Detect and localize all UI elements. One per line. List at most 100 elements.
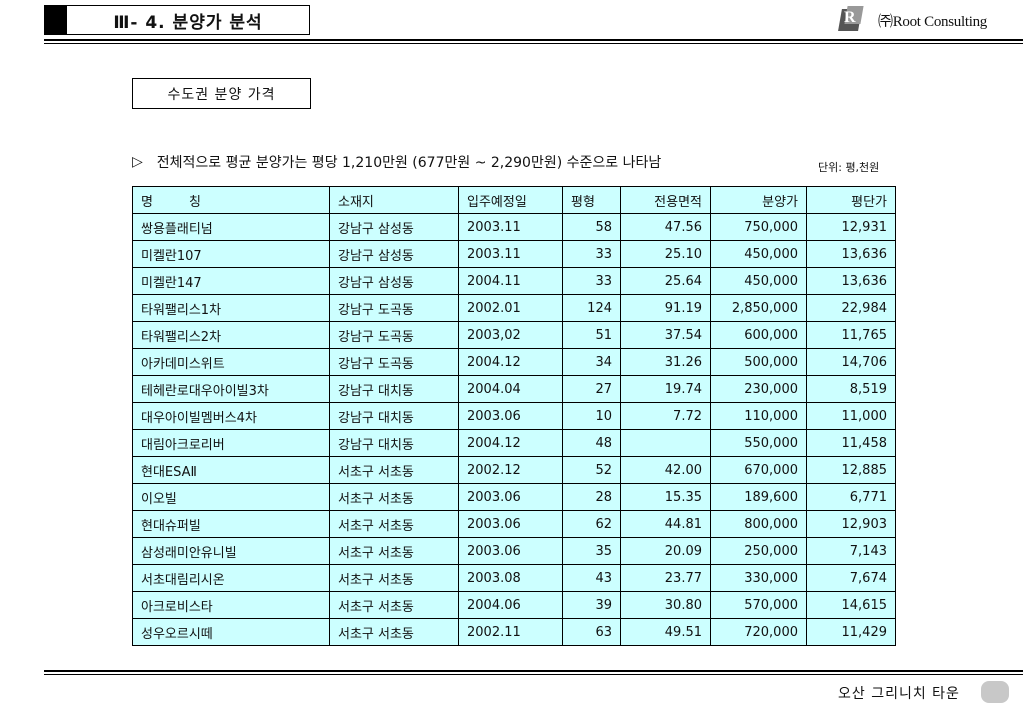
- cell-pyeong: 48: [562, 429, 621, 457]
- cell-date: 2004.06: [458, 591, 563, 619]
- cell-name: 쌍용플래티넘: [132, 213, 330, 241]
- cell-date: 2002.01: [458, 294, 563, 322]
- cell-price: 250,000: [710, 537, 807, 565]
- cell-price: 330,000: [710, 564, 807, 592]
- cell-price: 570,000: [710, 591, 807, 619]
- cell-pyeong: 52: [562, 456, 621, 484]
- cell-location: 강남구 대치동: [329, 429, 459, 457]
- page-title: Ⅲ- 4. 분양가 분석: [113, 12, 263, 33]
- cell-date: 2004.11: [458, 267, 563, 295]
- table-row: 미켈란107 강남구 삼성동 2003.11 33 25.10 450,000 13,636: [132, 240, 896, 268]
- table-row: 서초대림리시온 서초구 서초동 2003.08 43 23.77 330,000 7,674: [132, 564, 896, 592]
- cell-name: 대림아크로리버: [132, 429, 330, 457]
- cell-price: 670,000: [710, 456, 807, 484]
- footer-page-marker: [981, 681, 1009, 703]
- cell-pyeong: 28: [562, 483, 621, 511]
- cell-location: 강남구 도곡동: [329, 321, 459, 349]
- cell-pyeong: 35: [562, 537, 621, 565]
- col-header-pyeong: 평형: [562, 186, 621, 214]
- cell-location: 서초구 서초동: [329, 564, 459, 592]
- top-rule-thin: [44, 43, 1023, 44]
- cell-pyeong: 10: [562, 402, 621, 430]
- table-row: 아크로비스타 서초구 서초동 2004.06 39 30.80 570,000 14,615: [132, 591, 896, 619]
- cell-pyeong: 43: [562, 564, 621, 592]
- cell-name: 테헤란로대우아이빌3차: [132, 375, 330, 403]
- cell-date: 2003.08: [458, 564, 563, 592]
- cell-price: 600,000: [710, 321, 807, 349]
- cell-location: 강남구 도곡동: [329, 348, 459, 376]
- cell-area: 44.81: [620, 510, 711, 538]
- cell-area: 7.72: [620, 402, 711, 430]
- summary-text: 전체적으로 평균 분양가는 평당 1,210만원 (677만원 ~ 2,290만…: [156, 155, 662, 171]
- cell-name: 현대슈퍼빌: [132, 510, 330, 538]
- cell-area: 49.51: [620, 618, 711, 646]
- cell-unit-price: 7,143: [806, 537, 896, 565]
- cell-area: 42.00: [620, 456, 711, 484]
- table-row: 현대ESAⅡ 서초구 서초동 2002.12 52 42.00 670,000 12,885: [132, 456, 896, 484]
- col-header-unit-price: 평단가: [806, 186, 896, 214]
- cell-pyeong: 39: [562, 591, 621, 619]
- triangle-bullet-icon: ▷: [132, 154, 143, 170]
- cell-location: 강남구 삼성동: [329, 267, 459, 295]
- cell-date: 2003.11: [458, 240, 563, 268]
- cell-location: 강남구 삼성동: [329, 240, 459, 268]
- cell-unit-price: 22,984: [806, 294, 896, 322]
- cell-unit-price: 8,519: [806, 375, 896, 403]
- cell-date: 2002.11: [458, 618, 563, 646]
- cell-unit-price: 11,458: [806, 429, 896, 457]
- bottom-rule-thin: [44, 674, 1023, 675]
- cell-name: 아크로비스타: [132, 591, 330, 619]
- cell-date: 2003,02: [458, 321, 563, 349]
- cell-unit-price: 11,429: [806, 618, 896, 646]
- cell-name: 현대ESAⅡ: [132, 456, 330, 484]
- cell-pyeong: 33: [562, 267, 621, 295]
- cell-price: 2,850,000: [710, 294, 807, 322]
- cell-location: 강남구 삼성동: [329, 213, 459, 241]
- cell-area: 25.10: [620, 240, 711, 268]
- table-row: 삼성래미안유니빌 서초구 서초동 2003.06 35 20.09 250,000 7,14…: [132, 537, 896, 565]
- table-row: 미켈란147 강남구 삼성동 2004.11 33 25.64 450,000 13,636: [132, 267, 896, 295]
- cell-unit-price: 14,706: [806, 348, 896, 376]
- cell-date: 2003.06: [458, 483, 563, 511]
- table-row: 타워팰리스1차 강남구 도곡동 2002.01 124 91.19 2,850,000 22…: [132, 294, 896, 322]
- cell-date: 2003.11: [458, 213, 563, 241]
- cell-pyeong: 27: [562, 375, 621, 403]
- col-header-date: 입주예정일: [458, 186, 563, 214]
- cell-price: 500,000: [710, 348, 807, 376]
- cell-date: 2004.12: [458, 348, 563, 376]
- cell-date: 2003.06: [458, 510, 563, 538]
- cell-area: 91.19: [620, 294, 711, 322]
- cell-price: 720,000: [710, 618, 807, 646]
- cell-location: 서초구 서초동: [329, 483, 459, 511]
- cell-location: 강남구 대치동: [329, 402, 459, 430]
- cell-pyeong: 34: [562, 348, 621, 376]
- table-row: 아카데미스위트 강남구 도곡동 2004.12 34 31.26 500,000 14,70…: [132, 348, 896, 376]
- cell-price: 800,000: [710, 510, 807, 538]
- cell-area: 23.77: [620, 564, 711, 592]
- cell-area: 15.35: [620, 483, 711, 511]
- cell-unit-price: 12,885: [806, 456, 896, 484]
- cell-unit-price: 13,636: [806, 240, 896, 268]
- cell-pyeong: 62: [562, 510, 621, 538]
- cell-area: 19.74: [620, 375, 711, 403]
- table-row: 대우아이빌멤버스4차 강남구 대치동 2003.06 10 7.72 110,000 11,…: [132, 402, 896, 430]
- cell-price: 110,000: [710, 402, 807, 430]
- cell-area: 31.26: [620, 348, 711, 376]
- cell-name: 성우오르시떼: [132, 618, 330, 646]
- cell-name: 서초대림리시온: [132, 564, 330, 592]
- cell-location: 서초구 서초동: [329, 456, 459, 484]
- cell-location: 서초구 서초동: [329, 591, 459, 619]
- table-row: 대림아크로리버 강남구 대치동 2004.12 48 550,000 11,458: [132, 429, 896, 457]
- company-name: ㈜Root Consulting: [878, 13, 987, 30]
- header-black-block: [45, 6, 67, 34]
- cell-price: 450,000: [710, 267, 807, 295]
- summary-line: ▷ 전체적으로 평균 분양가는 평당 1,210만원 (677만원 ~ 2,29…: [132, 152, 661, 172]
- cell-name: 삼성래미안유니빌: [132, 537, 330, 565]
- cell-pyeong: 33: [562, 240, 621, 268]
- cell-pyeong: 58: [562, 213, 621, 241]
- unit-note: 단위: 평,천원: [818, 161, 880, 174]
- table-row: 이오빌 서초구 서초동 2003.06 28 15.35 189,600 6,771: [132, 483, 896, 511]
